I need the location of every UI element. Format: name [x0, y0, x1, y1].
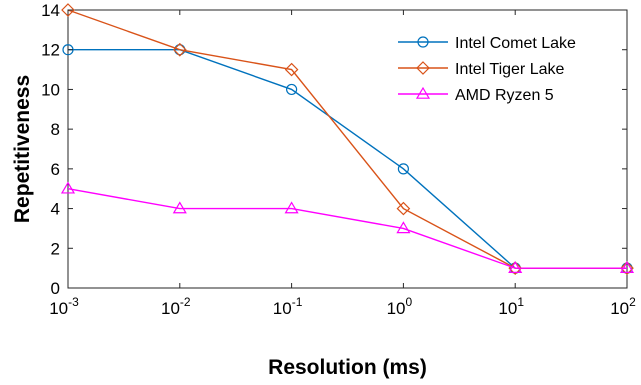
data-point-diamond [416, 61, 430, 75]
data-point-circle [417, 36, 429, 48]
data-point-diamond [284, 62, 299, 77]
data-point-triangle [172, 201, 187, 214]
data-point-triangle [619, 260, 635, 273]
x-tick-label: 10-1 [273, 295, 303, 318]
y-tick-label: 6 [51, 160, 60, 179]
y-tick-label: 10 [41, 80, 60, 99]
data-point-diamond [172, 42, 187, 57]
x-tick-label: 10-2 [161, 295, 191, 318]
y-tick-label: 4 [51, 200, 60, 219]
x-tick-label: 100 [387, 295, 413, 318]
x-tick-label: 102 [610, 295, 636, 318]
legend-item: AMD Ryzen 5 [398, 86, 554, 104]
x-tick-exponent: -3 [68, 295, 79, 309]
data-point-triangle [60, 181, 76, 194]
data-point-diamond [620, 261, 634, 275]
legend-item: Intel Tiger Lake [398, 61, 565, 78]
y-tick-label: 14 [41, 1, 60, 20]
y-tick-label: 0 [51, 279, 60, 298]
data-point-triangle [396, 221, 411, 234]
x-tick-label: 10-3 [49, 295, 79, 318]
legend: Intel Comet Lake Intel Tiger Lake AMD Ryze… [398, 35, 576, 104]
x-axis-title: Resolution (ms) [268, 356, 427, 379]
data-point-circle [174, 44, 186, 56]
x-tick-base: 10 [161, 299, 180, 318]
x-tick-exponent: 2 [629, 295, 636, 309]
series-line [67, 188, 627, 269]
x-tick-base: 10 [498, 299, 517, 318]
series-layer [60, 3, 635, 275]
x-tick-exponent: -1 [292, 295, 303, 309]
legend-label: AMD Ryzen 5 [455, 87, 554, 104]
x-tick-base: 10 [610, 299, 629, 318]
x-tick-base: 10 [273, 299, 292, 318]
y-axis-title: Repetitiveness [11, 75, 34, 223]
x-tick-exponent: 0 [406, 295, 413, 309]
series-amd-ryzen-5 [60, 181, 635, 273]
data-point-triangle [415, 86, 431, 99]
y-tick-label: 8 [51, 120, 60, 139]
y-tick-label: 12 [41, 41, 60, 60]
data-point-diamond [61, 3, 75, 17]
legend-item: Intel Comet Lake [398, 35, 576, 52]
data-point-circle [286, 83, 298, 96]
data-point-triangle [284, 201, 299, 214]
plot-frame [67, 9, 628, 289]
data-point-triangle [508, 260, 523, 273]
data-point-circle [397, 163, 409, 175]
data-point-diamond [396, 201, 411, 216]
x-tick-base: 10 [49, 299, 68, 318]
x-tick-label: 101 [498, 295, 524, 318]
legend-label: Intel Comet Lake [455, 35, 576, 52]
x-tick-exponent: 1 [517, 295, 524, 309]
y-tick-label: 2 [51, 239, 60, 258]
legend-label: Intel Tiger Lake [455, 61, 565, 78]
x-tick-base: 10 [387, 299, 406, 318]
x-tick-exponent: -2 [180, 295, 191, 309]
